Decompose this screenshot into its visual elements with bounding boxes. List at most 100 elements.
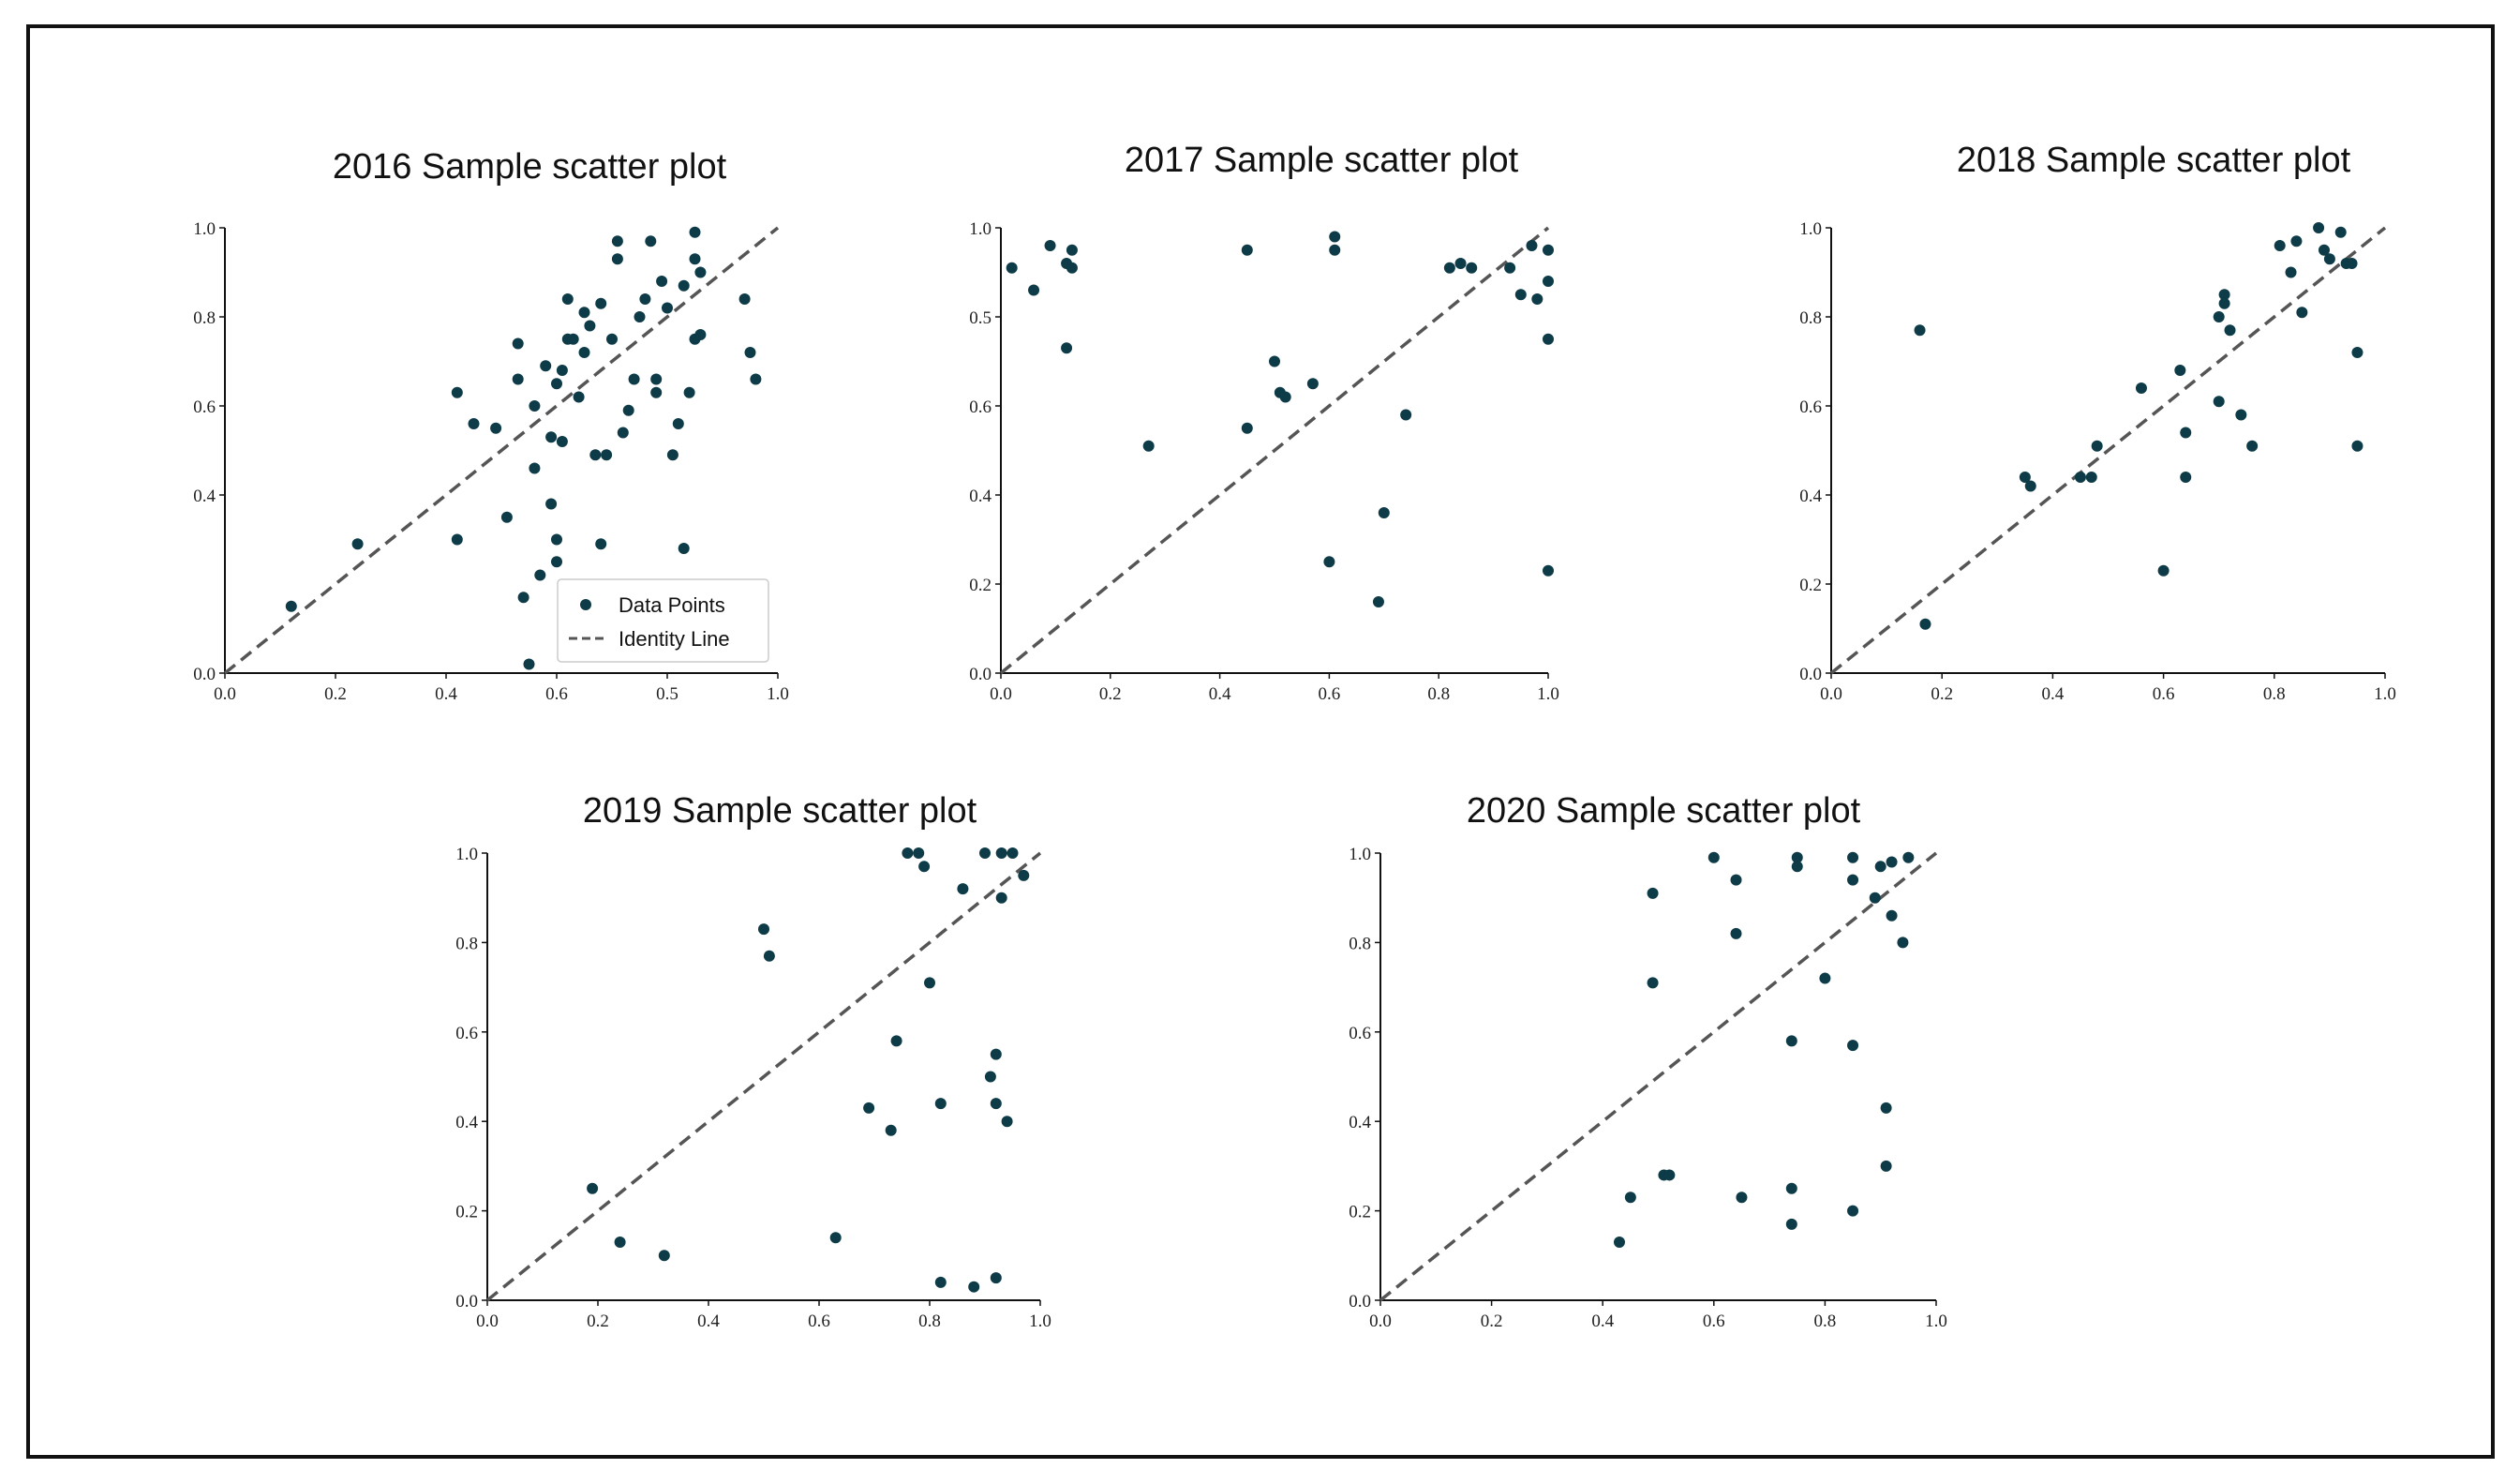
x-tick-label: 1.0 xyxy=(1537,684,1559,704)
data-point xyxy=(1543,276,1554,287)
data-point xyxy=(1526,240,1538,251)
data-point xyxy=(1919,618,1931,630)
scatter-panel-4: 2019 Sample scatter plot 0.0 0.2 0.4 0.6 0.8 1… xyxy=(455,791,1051,1331)
data-point xyxy=(1902,851,1915,863)
data-point xyxy=(589,449,602,461)
data-point xyxy=(1647,977,1659,989)
x-tick-label: 0.0 xyxy=(214,684,236,704)
scatter-panel-2: 2017 Sample scatter plot 0.0 0.2 0.4 0.6 0.8 1… xyxy=(969,141,1559,704)
data-point xyxy=(1880,1102,1892,1114)
data-point xyxy=(529,400,541,412)
data-point xyxy=(1279,391,1291,403)
data-point xyxy=(957,883,969,895)
data-point xyxy=(934,1276,947,1288)
data-point xyxy=(689,253,701,265)
data-point xyxy=(1531,293,1543,305)
data-point xyxy=(551,556,562,568)
data-point xyxy=(540,360,552,372)
data-point xyxy=(1329,244,1341,256)
data-point xyxy=(2323,253,2335,265)
data-point xyxy=(1466,262,1478,274)
data-point xyxy=(924,977,935,989)
data-point xyxy=(984,1071,996,1083)
data-point xyxy=(1044,240,1056,251)
data-point xyxy=(678,279,690,292)
data-point xyxy=(606,333,618,345)
data-point xyxy=(2334,226,2347,238)
data-point xyxy=(2346,258,2358,269)
x-tick-label: 0.6 xyxy=(545,684,568,704)
data-point xyxy=(1504,262,1516,274)
data-point xyxy=(1400,409,1412,421)
chart-title: 2017 Sample scatter plot xyxy=(1125,141,1519,180)
data-point xyxy=(990,1272,1002,1284)
data-point xyxy=(1378,507,1390,518)
y-tick-label: 0.6 xyxy=(455,1024,478,1043)
data-point xyxy=(1613,1236,1625,1248)
data-point xyxy=(1323,556,1335,568)
data-point xyxy=(2180,427,2192,439)
y-tick-label: 0.2 xyxy=(1799,576,1822,595)
data-point xyxy=(1785,1218,1797,1230)
figure-frame xyxy=(26,24,2495,1459)
data-point xyxy=(1819,972,1831,984)
data-point xyxy=(1785,1182,1797,1194)
data-point xyxy=(2213,396,2225,408)
identity-line xyxy=(485,851,1042,1302)
legend-label-line: Identity Line xyxy=(619,627,730,651)
data-point xyxy=(1730,874,1742,886)
y-tick-label: 0.2 xyxy=(455,1203,478,1222)
data-point xyxy=(1663,1169,1676,1181)
data-point xyxy=(650,386,663,398)
data-point xyxy=(1791,851,1803,863)
data-point xyxy=(1061,342,1073,354)
legend: Data Points Identity Line xyxy=(557,578,769,663)
x-tick-label: 0.2 xyxy=(1931,684,1953,704)
data-point xyxy=(2218,297,2230,309)
data-point xyxy=(1543,564,1554,577)
data-point xyxy=(1306,378,1319,390)
x-tick-label: 0.6 xyxy=(2153,684,2175,704)
data-point xyxy=(468,418,480,429)
data-point xyxy=(2296,307,2308,319)
data-point xyxy=(1001,1116,1013,1128)
data-point xyxy=(628,373,640,385)
x-tick-label: 1.0 xyxy=(2374,684,2396,704)
data-point xyxy=(2091,440,2103,452)
data-point xyxy=(2246,440,2259,452)
y-tick-label: 0.6 xyxy=(1349,1024,1371,1043)
chart-title: 2020 Sample scatter plot xyxy=(1467,791,1861,831)
y-tick-label: 0.0 xyxy=(455,1292,478,1312)
x-tick-label: 0.8 xyxy=(1427,684,1450,704)
x-tick-label: 0.8 xyxy=(2263,684,2286,704)
data-point xyxy=(584,320,596,332)
y-tick-label: 1.0 xyxy=(1799,219,1822,239)
data-point xyxy=(2157,564,2170,577)
y-tick-label: 0.2 xyxy=(969,576,992,595)
data-point xyxy=(556,365,568,376)
data-point xyxy=(490,422,502,434)
data-point xyxy=(678,543,690,554)
scatter-panel-1: 2016 Sample scatter plot 0.0 0.2 0.4 0.6 0.5 1… xyxy=(193,147,789,704)
y-tick-label: 0.0 xyxy=(969,665,992,684)
data-point xyxy=(1847,1205,1859,1217)
x-tick-label: 0.4 xyxy=(1591,1312,1614,1331)
x-tick-label: 0.8 xyxy=(918,1312,941,1331)
data-point xyxy=(534,569,546,581)
x-tick-label: 0.4 xyxy=(2042,684,2065,704)
identity-line xyxy=(999,226,1550,675)
data-point xyxy=(2274,240,2286,251)
data-point xyxy=(968,1281,980,1293)
x-tick-label: 0.4 xyxy=(697,1312,720,1331)
x-tick-label: 0.0 xyxy=(476,1312,499,1331)
x-tick-label: 0.2 xyxy=(324,684,347,704)
data-point xyxy=(2318,244,2330,256)
data-point xyxy=(523,658,535,670)
data-point xyxy=(694,266,707,278)
data-point xyxy=(694,329,707,340)
data-point xyxy=(1847,874,1859,886)
data-point xyxy=(545,498,558,510)
data-point xyxy=(622,404,634,416)
data-point xyxy=(2290,235,2303,247)
